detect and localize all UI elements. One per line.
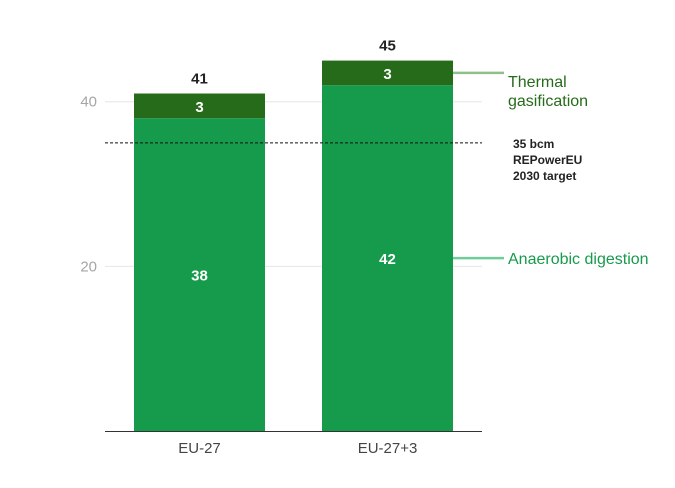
bar-thermal-gasification-eu-27 xyxy=(134,93,265,119)
segment-value-label: 42 xyxy=(379,251,396,268)
y-tick-label: 40 xyxy=(80,94,97,111)
reference-line-label: 35 bcm xyxy=(513,137,554,151)
x-tick-label: EU-27 xyxy=(178,440,221,457)
reference-line-label: REPowerEU xyxy=(513,153,582,167)
data-labels: 38 3 41 42 3 45 xyxy=(191,38,396,285)
reference-line-label: 2030 target xyxy=(513,169,576,183)
series-labels: Thermal gasification Anaerobic digestion xyxy=(453,71,649,268)
bar-thermal-gasification-eu-27-3 xyxy=(322,60,453,86)
reference-line-group: 35 bcm REPowerEU 2030 target xyxy=(105,137,582,183)
x-tick-label: EU-27+3 xyxy=(358,440,418,457)
total-label: 45 xyxy=(379,38,396,55)
series-label-thermal-gasification: gasification xyxy=(508,93,588,110)
axes: 20 40 EU-27 EU-27+3 xyxy=(80,94,482,457)
bars xyxy=(134,60,453,431)
segment-value-label: 38 xyxy=(191,268,208,285)
total-label: 41 xyxy=(191,71,208,88)
series-label-thermal-gasification: Thermal xyxy=(508,74,567,91)
y-tick-label: 20 xyxy=(80,258,97,275)
segment-value-label: 3 xyxy=(383,66,391,83)
bar-anaerobic-digestion-eu-27 xyxy=(134,118,265,431)
series-label-anaerobic-digestion: Anaerobic digestion xyxy=(508,251,649,268)
segment-value-label: 3 xyxy=(195,99,203,116)
